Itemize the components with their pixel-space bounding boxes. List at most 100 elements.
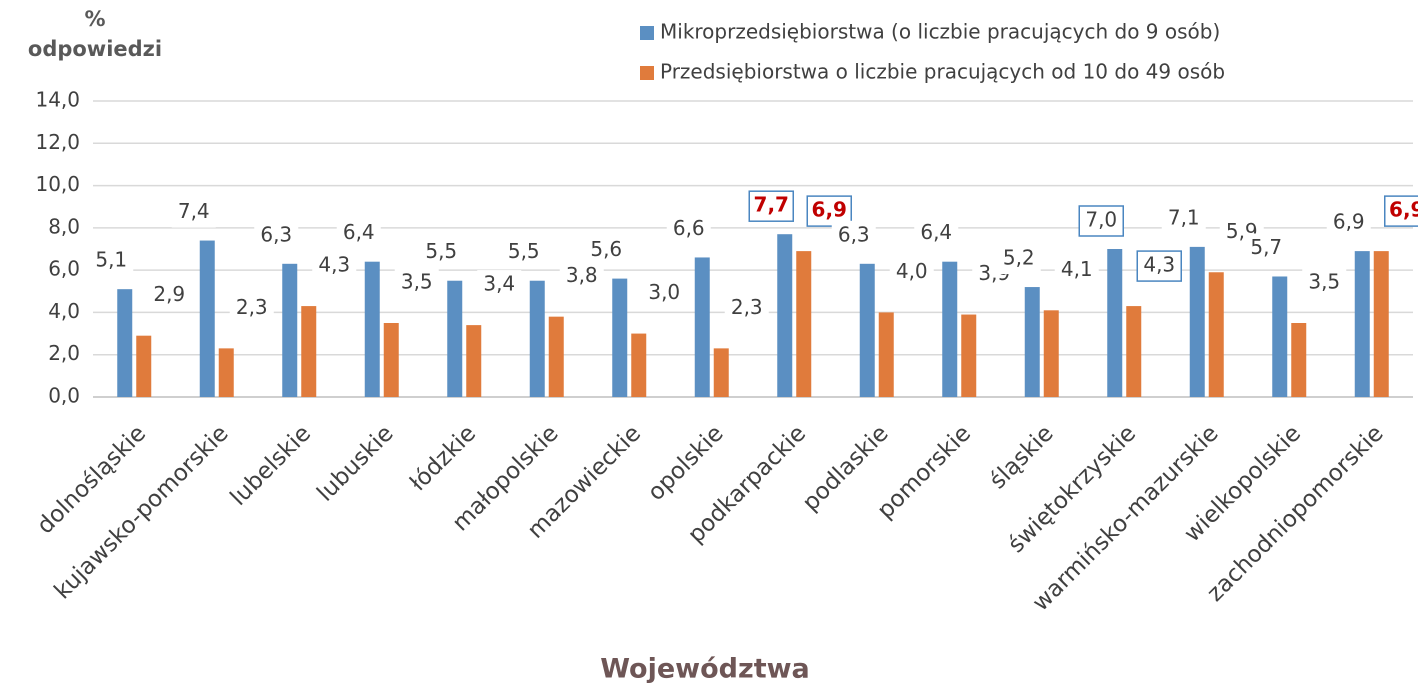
bar	[777, 234, 793, 397]
value-label-bg	[666, 214, 711, 245]
bar	[1126, 306, 1142, 397]
bar	[878, 312, 894, 397]
x-tick-label: opolskie	[643, 420, 729, 506]
x-tick-label: lubuskie	[312, 420, 398, 506]
value-label: 2,3	[236, 295, 268, 319]
bar	[301, 306, 317, 397]
value-label-bg	[147, 280, 192, 311]
value-label-bg	[914, 218, 959, 249]
bar	[1373, 251, 1389, 397]
bar	[548, 316, 564, 397]
value-label: 4,3	[1143, 253, 1175, 277]
value-label-bg	[89, 246, 134, 277]
value-label: 5,5	[425, 239, 457, 263]
value-label-bg	[748, 190, 794, 222]
bar	[218, 348, 234, 397]
x-tick-label: śląskie	[985, 420, 1059, 494]
value-label: 6,9	[812, 198, 847, 222]
bar	[282, 263, 298, 397]
value-label-bg	[336, 218, 381, 249]
value-label: 7,0	[1085, 208, 1117, 232]
value-label-bg	[996, 244, 1041, 275]
value-label-bg	[889, 257, 934, 288]
value-label: 5,7	[1250, 235, 1282, 259]
value-label: 6,9	[1389, 198, 1418, 222]
bar	[796, 251, 812, 397]
y-tick-label: 14,0	[35, 88, 80, 112]
value-label: 3,0	[648, 280, 680, 304]
value-label: 6,4	[343, 220, 375, 244]
bar	[117, 289, 133, 397]
value-label-bg	[1054, 255, 1099, 286]
value-label-bg	[1384, 195, 1418, 227]
value-label: 3,8	[566, 263, 598, 287]
value-label-bg	[229, 293, 274, 324]
value-label: 3,5	[1308, 270, 1340, 294]
value-label: 4,1	[1061, 257, 1093, 281]
value-label: 6,3	[260, 222, 292, 246]
value-label: 3,4	[483, 272, 515, 296]
value-label-bg	[1326, 208, 1371, 239]
value-label: 5,2	[1003, 246, 1035, 270]
value-label: 7,1	[1168, 205, 1200, 229]
value-label-bg	[477, 270, 522, 301]
bar	[1024, 287, 1040, 397]
value-label-bg	[642, 278, 687, 309]
bar	[1107, 249, 1123, 397]
value-label-bg	[559, 261, 604, 292]
value-label-bg	[831, 220, 876, 251]
bar	[1189, 246, 1205, 397]
value-label-bg	[724, 293, 769, 324]
y-tick-label: 10,0	[35, 172, 80, 196]
value-label: 4,3	[318, 253, 350, 277]
value-label-bg	[1136, 250, 1182, 282]
bar	[694, 257, 710, 397]
legend-swatch	[640, 66, 654, 80]
x-axis-title: Województwa	[600, 654, 810, 685]
value-label-bg	[254, 220, 299, 251]
value-label-bg	[501, 237, 546, 268]
value-label-bg	[1078, 205, 1124, 237]
value-label: 6,9	[1333, 210, 1365, 234]
y-tick-label: 4,0	[48, 299, 80, 323]
value-label: 4,0	[896, 259, 928, 283]
bar	[631, 333, 647, 397]
x-tick-label: łódzkie	[405, 420, 481, 496]
bar	[199, 240, 215, 397]
bar	[1208, 272, 1224, 397]
bar	[1272, 276, 1288, 397]
value-label-bg	[584, 235, 629, 266]
value-label: 5,6	[590, 237, 622, 261]
value-label-bg	[1302, 268, 1347, 298]
value-label: 7,7	[754, 193, 789, 217]
bar	[383, 323, 399, 397]
value-label: 2,3	[731, 295, 763, 319]
value-label-bg	[419, 237, 464, 268]
bar	[1354, 251, 1370, 397]
value-label: 6,4	[920, 220, 952, 244]
y-tick-label: 8,0	[48, 214, 80, 238]
value-label-bg	[171, 197, 216, 228]
bar	[942, 261, 958, 397]
value-label: 3,5	[401, 270, 433, 294]
bar	[447, 280, 463, 397]
value-label-bg	[1161, 203, 1206, 234]
bar	[1291, 323, 1307, 397]
bar	[529, 280, 545, 397]
y-tick-label: 6,0	[48, 257, 80, 281]
x-tick-label: lubelskie	[226, 420, 316, 510]
bar	[859, 263, 875, 397]
value-label: 5,1	[95, 248, 127, 272]
value-label-bg	[1244, 233, 1289, 264]
y-axis-title: % odpowiedzi	[27, 7, 163, 61]
value-label: 7,4	[178, 199, 210, 223]
bar	[1043, 310, 1059, 397]
bar	[136, 335, 152, 397]
legend-label: Przedsiębiorstwa o liczbie pracujących o…	[660, 60, 1225, 84]
y-tick-label: 2,0	[48, 341, 80, 365]
bar	[364, 261, 380, 397]
value-label-bg	[312, 251, 357, 282]
bar	[612, 278, 628, 397]
